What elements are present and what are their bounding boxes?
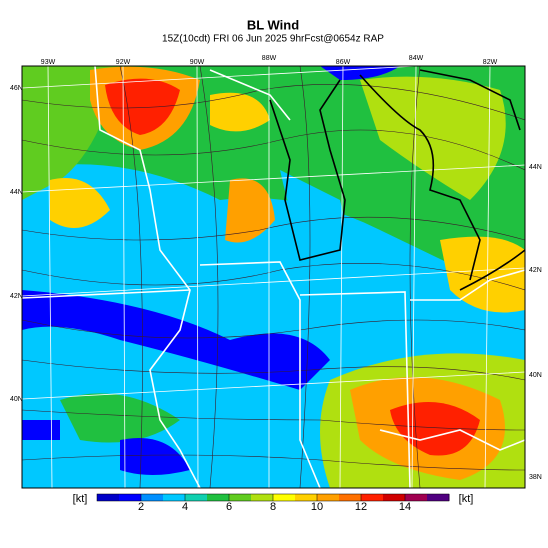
color-segment: [383, 494, 406, 501]
state-borders: [22, 66, 525, 488]
color-segment: [317, 494, 340, 501]
title: BL Wind: [247, 17, 299, 32]
color-segment: [295, 494, 318, 501]
color-segment: [427, 494, 450, 501]
subtitle: 15Z(10cdt) FRI 06 Jun 2025 9hrFcst@0654z…: [162, 34, 384, 45]
streamlines: [22, 66, 525, 488]
map-frame: [21, 65, 526, 489]
colorbar-tick-label: 10: [311, 501, 323, 513]
color-segment: [229, 494, 252, 501]
lat-label: 44N: [529, 164, 542, 171]
lat-label: 40N: [529, 372, 542, 379]
lon-label: 82W: [483, 59, 498, 66]
colorbar-tick-label: 14: [399, 501, 411, 513]
left-labels: 46N 44N 42N 40N: [10, 85, 23, 403]
lon-label: 92W: [116, 59, 131, 66]
lon-label: 84W: [409, 55, 424, 62]
color-segment: [185, 494, 208, 501]
color-segment: [273, 494, 296, 501]
colorbar-tick-label: 6: [226, 501, 232, 513]
lat-label: 42N: [529, 267, 542, 274]
lat-label: 44N: [10, 189, 23, 196]
color-segment: [163, 494, 186, 501]
color-segment: [207, 494, 230, 501]
graticule: [22, 66, 525, 488]
colorbar-unit: [kt]: [459, 493, 474, 505]
coastlines: [269, 69, 525, 291]
right-labels: 44N 42N 40N 38N: [529, 164, 542, 481]
colorbar-tick-label: 4: [182, 501, 188, 513]
color-segment: [405, 494, 428, 501]
lat-label: 40N: [10, 396, 23, 403]
colorbar-tick-label: 2: [138, 501, 144, 513]
lon-label: 88W: [262, 55, 277, 62]
lat-label: 38N: [529, 474, 542, 481]
lon-label: 90W: [190, 59, 205, 66]
colorbar: 2 4 6 8 10 12 14: [96, 493, 450, 513]
lat-label: 46N: [10, 85, 23, 92]
top-labels: 93W 92W 90W 88W 86W 84W 82W: [41, 55, 498, 66]
lon-label: 93W: [41, 59, 56, 66]
colorbar-unit: [kt]: [73, 493, 88, 505]
colorbar-tick-label: 8: [270, 501, 276, 513]
colorbar-tick-label: 12: [355, 501, 367, 513]
color-segment: [339, 494, 362, 501]
color-segment: [361, 494, 384, 501]
lat-label: 42N: [10, 293, 23, 300]
wind-field: [22, 66, 525, 488]
color-segment: [119, 494, 142, 501]
color-segment: [251, 494, 274, 501]
color-segment: [141, 494, 164, 501]
color-segment: [97, 494, 120, 501]
lon-label: 86W: [336, 59, 351, 66]
